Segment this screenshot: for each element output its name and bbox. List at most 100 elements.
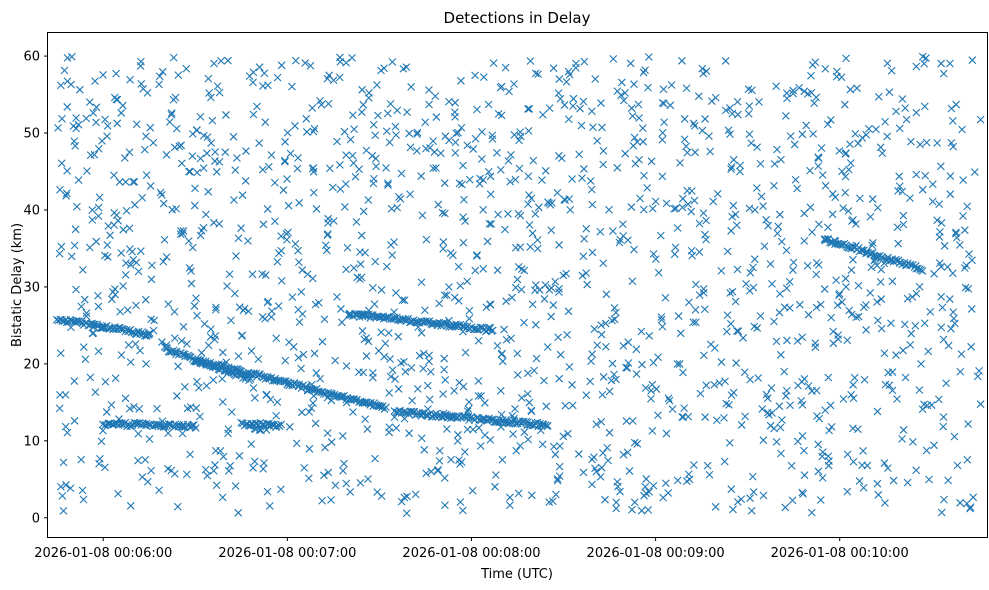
data-point xyxy=(432,113,441,121)
data-point xyxy=(726,319,735,328)
data-point xyxy=(963,202,972,211)
data-point xyxy=(212,167,221,176)
data-point xyxy=(848,217,856,225)
data-point xyxy=(878,149,887,158)
data-point xyxy=(137,79,146,88)
data-point xyxy=(770,181,778,190)
data-point xyxy=(827,313,836,322)
data-point xyxy=(668,405,677,414)
data-point xyxy=(523,369,532,378)
data-point xyxy=(384,181,392,190)
data-point xyxy=(501,225,509,234)
data-point xyxy=(165,118,174,126)
data-point xyxy=(670,250,679,259)
data-point xyxy=(760,242,769,251)
data-point xyxy=(824,223,832,232)
data-point xyxy=(204,187,213,196)
data-point xyxy=(83,167,91,175)
data-point xyxy=(434,200,443,209)
data-point xyxy=(164,464,172,473)
data-point xyxy=(434,465,442,474)
data-point xyxy=(408,396,417,405)
data-point xyxy=(645,331,654,340)
data-point xyxy=(391,122,400,131)
data-point xyxy=(121,394,130,403)
data-point xyxy=(178,429,187,438)
data-point xyxy=(884,368,893,377)
data-point xyxy=(717,358,726,366)
data-point xyxy=(242,147,250,155)
data-point xyxy=(329,217,338,225)
data-point xyxy=(478,127,486,136)
data-point xyxy=(874,490,883,499)
data-point xyxy=(150,316,159,325)
data-point xyxy=(623,448,632,457)
data-point xyxy=(948,269,957,278)
data-point xyxy=(431,412,440,421)
data-point xyxy=(227,316,235,325)
data-point xyxy=(842,54,850,63)
data-point xyxy=(491,471,500,479)
data-point xyxy=(158,67,167,76)
data-point xyxy=(622,363,630,372)
data-point xyxy=(249,110,258,119)
data-point xyxy=(656,231,665,240)
data-point xyxy=(514,209,523,218)
data-point xyxy=(710,344,719,352)
data-point xyxy=(359,100,368,109)
data-point xyxy=(201,465,210,474)
data-point xyxy=(525,191,533,199)
data-point xyxy=(806,166,814,175)
data-point xyxy=(728,287,737,296)
data-point xyxy=(809,129,818,138)
data-point xyxy=(199,164,208,172)
data-point xyxy=(307,380,316,389)
data-point xyxy=(324,468,333,477)
data-point xyxy=(247,440,256,449)
data-point xyxy=(222,358,231,366)
data-point xyxy=(782,284,791,293)
data-point xyxy=(418,211,427,220)
data-point xyxy=(587,107,596,116)
data-point xyxy=(621,89,629,97)
data-point xyxy=(722,327,731,336)
y-tick-label: 60 xyxy=(23,50,40,65)
data-point xyxy=(92,103,101,112)
data-point xyxy=(132,301,140,310)
data-point xyxy=(114,489,122,498)
data-point xyxy=(172,124,181,133)
data-point xyxy=(184,237,193,245)
data-point xyxy=(547,226,556,235)
data-point xyxy=(294,258,303,267)
data-point xyxy=(489,59,498,67)
data-point xyxy=(860,375,869,384)
data-point xyxy=(99,426,107,435)
data-point xyxy=(829,339,838,348)
data-point xyxy=(880,259,889,268)
data-point xyxy=(782,246,791,255)
data-point xyxy=(119,282,127,290)
data-point xyxy=(374,346,383,355)
y-axis-title: Bistatic Delay (km) xyxy=(10,223,25,347)
data-point xyxy=(459,327,467,336)
data-point xyxy=(170,307,179,316)
data-point xyxy=(456,281,465,290)
data-point xyxy=(194,383,203,392)
data-point xyxy=(562,78,571,86)
data-point xyxy=(327,495,335,504)
data-point xyxy=(598,390,607,399)
data-point xyxy=(649,481,658,490)
data-point xyxy=(511,283,520,292)
data-point xyxy=(776,350,785,359)
data-point xyxy=(770,317,778,326)
data-point xyxy=(873,298,881,306)
data-point xyxy=(440,291,449,300)
data-point xyxy=(866,288,875,297)
data-point xyxy=(417,434,426,443)
data-point xyxy=(403,492,411,501)
data-point xyxy=(484,167,493,176)
data-point xyxy=(847,310,856,319)
data-point xyxy=(524,105,532,113)
data-point xyxy=(146,123,155,132)
